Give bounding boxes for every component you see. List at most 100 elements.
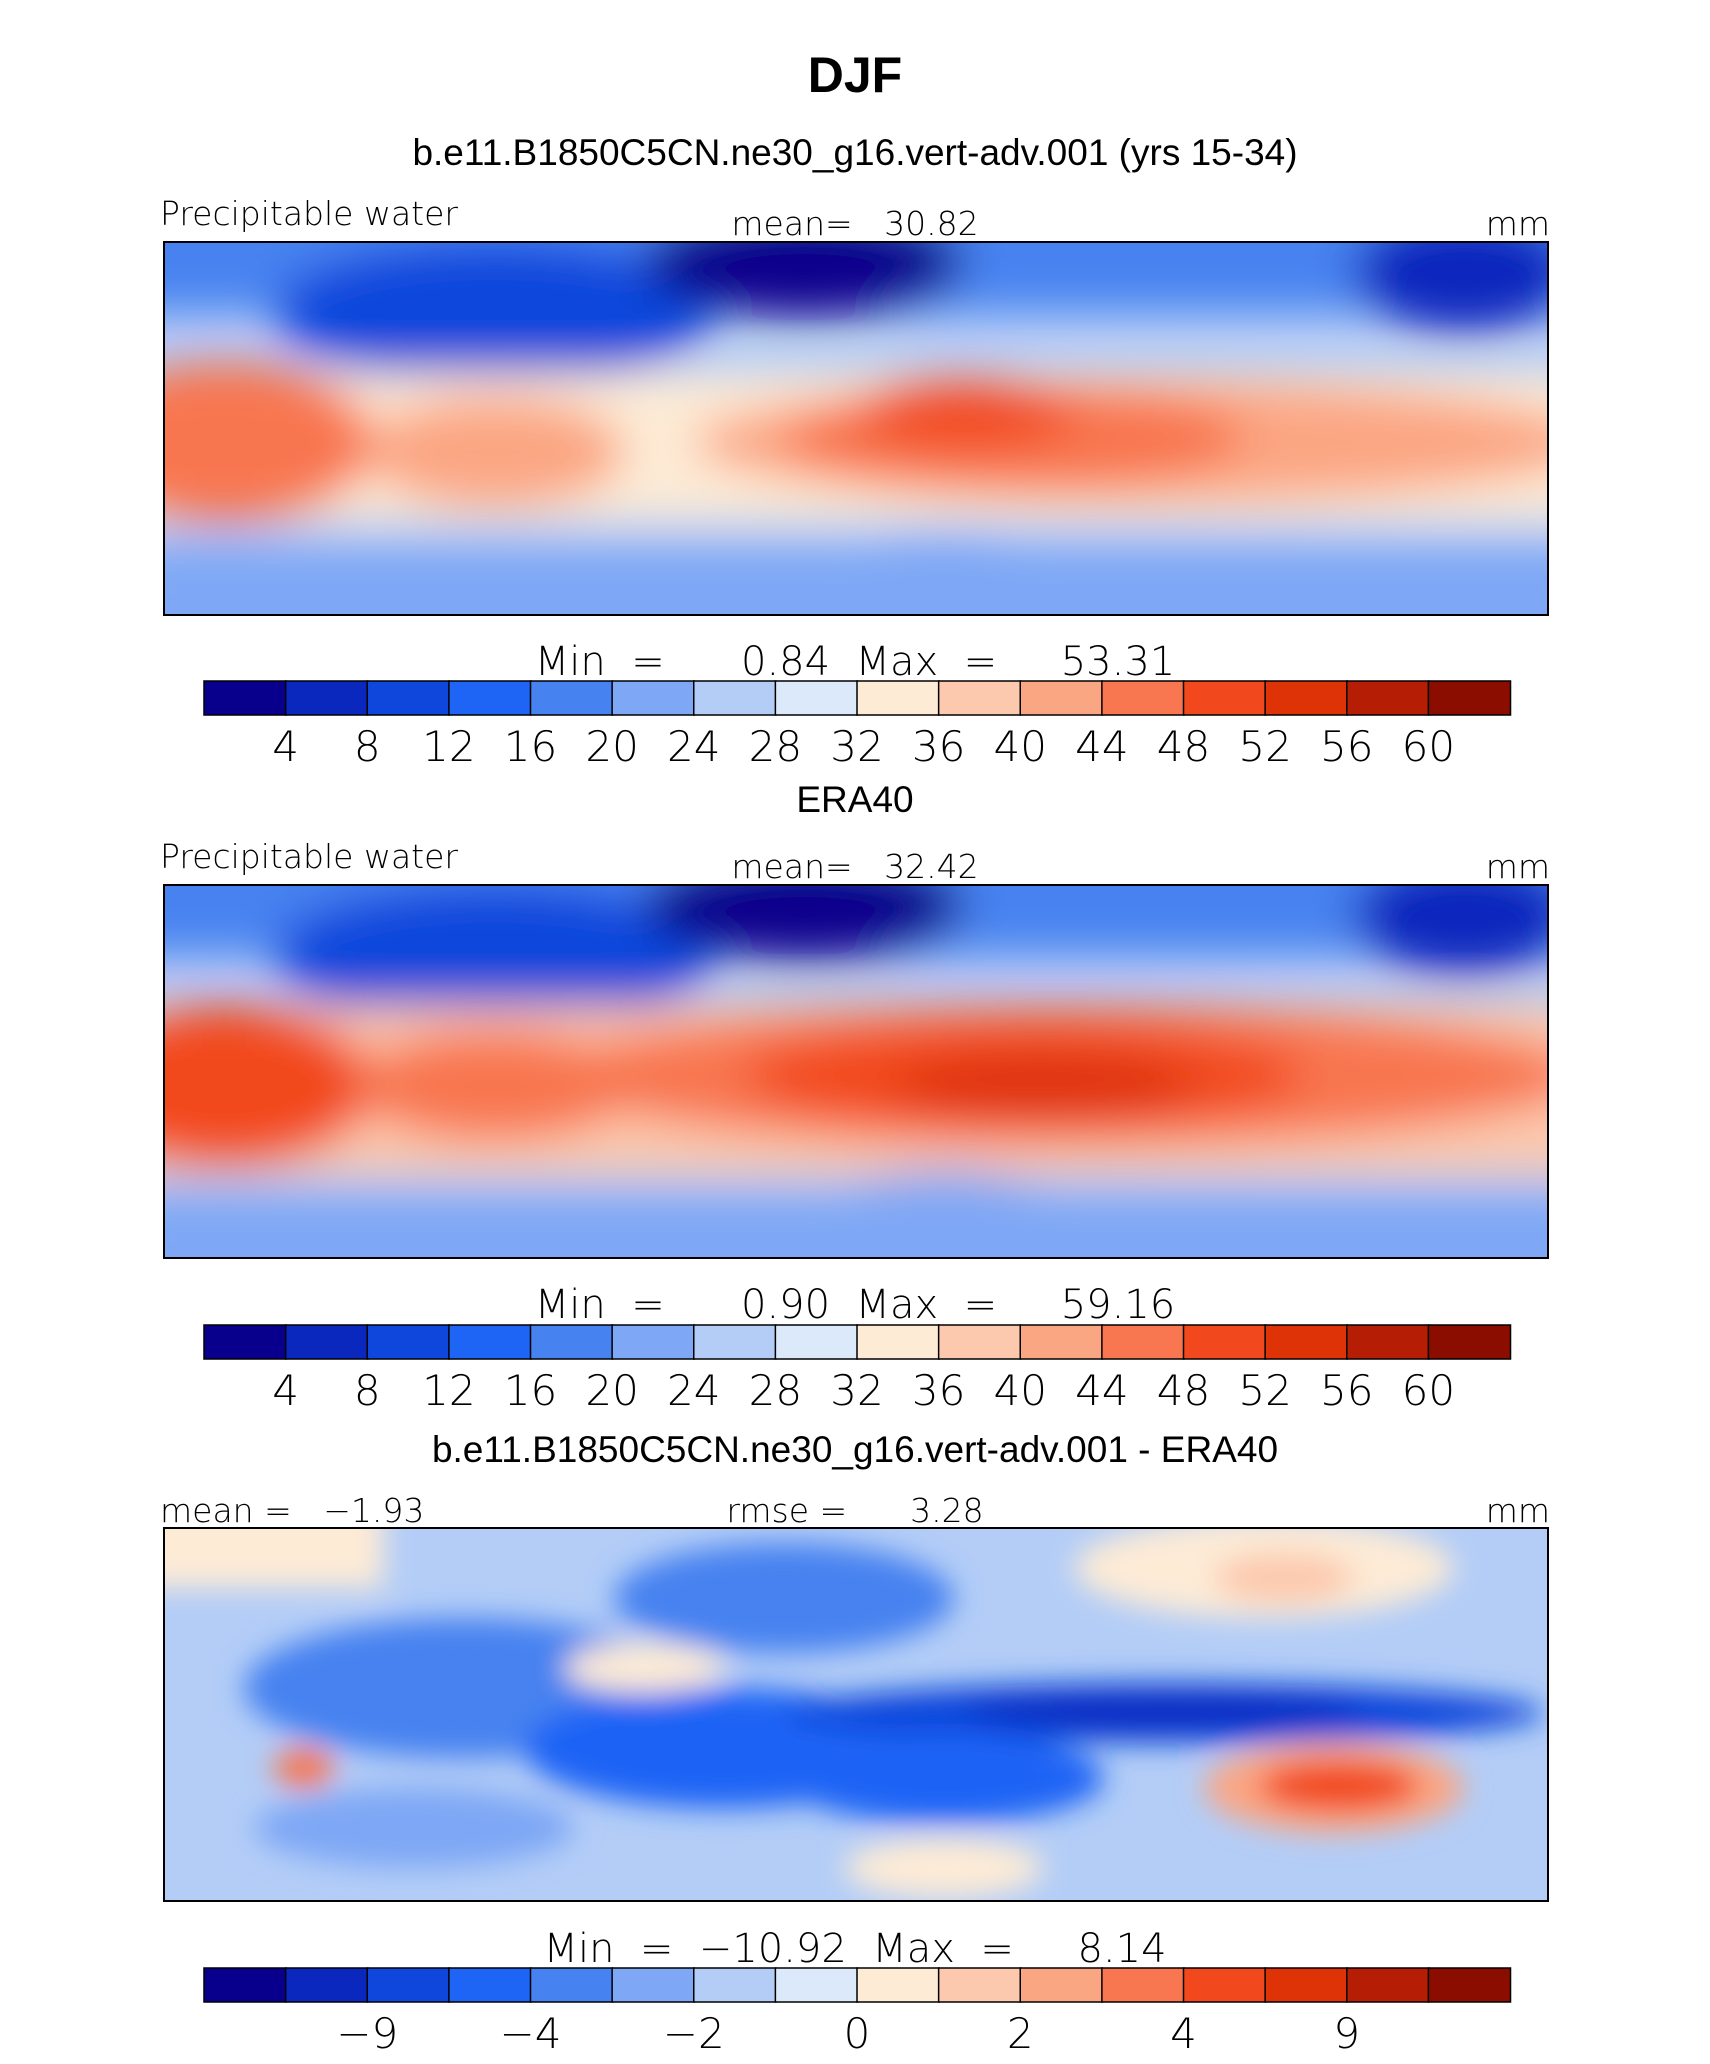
panel-model-field-africa-wet	[364, 397, 624, 507]
panel-era40-field-sahara	[274, 885, 714, 1025]
colorbar-tick-label: 24	[667, 1366, 720, 1415]
colorbar-tick-label: 32	[830, 722, 883, 771]
colorbar-box	[203, 680, 287, 716]
colorbar-tick-label: 56	[1320, 722, 1373, 771]
colorbar-box	[1264, 1324, 1349, 1360]
colorbar-box	[774, 1324, 859, 1360]
colorbar-box	[203, 1967, 287, 2003]
colorbar-tick-label: 4	[272, 1366, 299, 1415]
colorbar-box	[611, 1967, 696, 2003]
colorbar-tick-label: 44	[1075, 722, 1128, 771]
colorbar-box	[203, 1324, 287, 1360]
colorbar-tick-label: 56	[1320, 1366, 1373, 1415]
panel-era40-units-label: mm	[1486, 847, 1550, 886]
panel-model-colorbar: 4 8 12 16 20 24 28 32 36 40 44 48 52 56 60	[203, 680, 1512, 771]
colorbar-box	[1101, 680, 1185, 716]
colorbar-box	[611, 1324, 696, 1360]
panel-difference-map	[164, 1528, 1548, 1901]
panel-model-field-maritime-continent	[854, 377, 1074, 447]
colorbar-tick-label: 0	[844, 2009, 871, 2058]
panel-model-field-central-asia	[644, 242, 964, 317]
colorbar-box	[1264, 1967, 1349, 2003]
colorbar-box	[366, 1324, 451, 1360]
colorbar-tick-label: 2	[1007, 2009, 1034, 2058]
colorbar-tick-label: 9	[1333, 2009, 1360, 2058]
colorbar-box	[1182, 1967, 1267, 2003]
panel-era40-variable-label: Precipitable water	[160, 837, 458, 876]
colorbar-tick-label: 48	[1157, 1366, 1210, 1415]
panel-era40-field-maritime-continent	[894, 1055, 1194, 1115]
colorbar-box	[856, 680, 940, 716]
colorbar-tick-label: 8	[354, 1366, 381, 1415]
figure-title: DJF	[808, 47, 902, 103]
colorbar-box	[284, 1324, 369, 1360]
panel-model-units-label: mm	[1486, 204, 1550, 243]
colorbar-tick-label: 28	[749, 722, 802, 771]
panel-era40-mean-label: mean= 32.42	[731, 847, 978, 886]
colorbar-box	[1182, 680, 1267, 716]
colorbar-tick-label: 40	[994, 1366, 1047, 1415]
colorbar-box	[1346, 680, 1430, 716]
panel-model-minmax-label: Min = 0.84 Max = 53.31	[535, 639, 1175, 685]
colorbar-box	[1346, 1324, 1430, 1360]
panel-difference-title: b.e11.B1850C5CN.ne30_g16.vert-adv.001 - …	[432, 1429, 1278, 1470]
colorbar-tick-label: 28	[749, 1366, 802, 1415]
colorbar-tick-label: 60	[1402, 722, 1455, 771]
colorbar-box	[448, 680, 532, 716]
colorbar-box	[611, 680, 696, 716]
panel-difference-rmse-label: rmse = 3.28	[726, 1491, 983, 1530]
colorbar-box	[1182, 1324, 1267, 1360]
colorbar-box	[1264, 680, 1349, 716]
panel-era40-colorbar: 4 8 12 16 20 24 28 32 36 40 44 48 52 56 60	[203, 1324, 1512, 1415]
colorbar-box	[1427, 1967, 1512, 2003]
panel-difference-field-north-positive	[164, 1528, 384, 1588]
colorbar-tick-label: 32	[830, 1366, 883, 1415]
colorbar-box	[774, 680, 859, 716]
colorbar-box	[529, 680, 614, 716]
colorbar-tick-label: 16	[504, 722, 557, 771]
colorbar-box	[1101, 1324, 1185, 1360]
panel-difference-field-pacific-dry-core	[964, 1696, 1364, 1726]
colorbar-tick-label: 8	[354, 722, 381, 771]
colorbar-box	[937, 680, 1022, 716]
colorbar-tick-label: 12	[422, 1366, 475, 1415]
colorbar-box	[1346, 1967, 1430, 2003]
colorbar-tick-label: 16	[504, 1366, 557, 1415]
colorbar-tick-label: 52	[1238, 1366, 1291, 1415]
panel-difference-field-australia-positive	[844, 1838, 1044, 1898]
colorbar-box	[529, 1967, 614, 2003]
panel-model-frame	[163, 241, 1549, 616]
colorbar-tick-label: 40	[994, 722, 1047, 771]
colorbar-box	[937, 1967, 1022, 2003]
panel-era40-map	[164, 885, 1548, 1258]
panel-difference-field-maritime-negative	[784, 1733, 1104, 1823]
colorbar-box	[774, 1967, 859, 2003]
panel-model-mean-label: mean= 30.82	[731, 204, 978, 243]
colorbar-box	[284, 1967, 369, 2003]
colorbar-tick-label: 20	[585, 1366, 638, 1415]
panel-difference-field-brazil-positive	[274, 1748, 334, 1788]
panel-model-variable-label: Precipitable water	[160, 194, 458, 233]
colorbar-tick-label: 12	[422, 722, 475, 771]
panel-difference-field-asia-negative	[614, 1543, 954, 1653]
colorbar-tick-label: 52	[1238, 722, 1291, 771]
colorbar-box	[693, 680, 777, 716]
colorbar-tick-label: 20	[585, 722, 638, 771]
colorbar-box	[856, 1324, 940, 1360]
colorbar-tick-label: 36	[912, 722, 965, 771]
panel-era40-field-central-asia	[644, 885, 964, 960]
colorbar-box	[448, 1324, 532, 1360]
panel-difference-mean-label: mean = −1.93	[160, 1491, 424, 1530]
panel-difference-units-label: mm	[1486, 1491, 1550, 1530]
panel-era40-field-australia	[824, 1170, 1064, 1258]
colorbar-box	[1019, 1324, 1104, 1360]
colorbar-box	[937, 1324, 1022, 1360]
panel-era40-field-north-america	[1354, 885, 1548, 975]
colorbar-box	[1019, 680, 1104, 716]
panel-model-field-sahara	[274, 242, 714, 382]
colorbar-box	[529, 1324, 614, 1360]
colorbar-tick-label: 36	[912, 1366, 965, 1415]
colorbar-box	[693, 1324, 777, 1360]
colorbar-box	[1019, 1967, 1104, 2003]
colorbar-tick-label: 48	[1157, 722, 1210, 771]
